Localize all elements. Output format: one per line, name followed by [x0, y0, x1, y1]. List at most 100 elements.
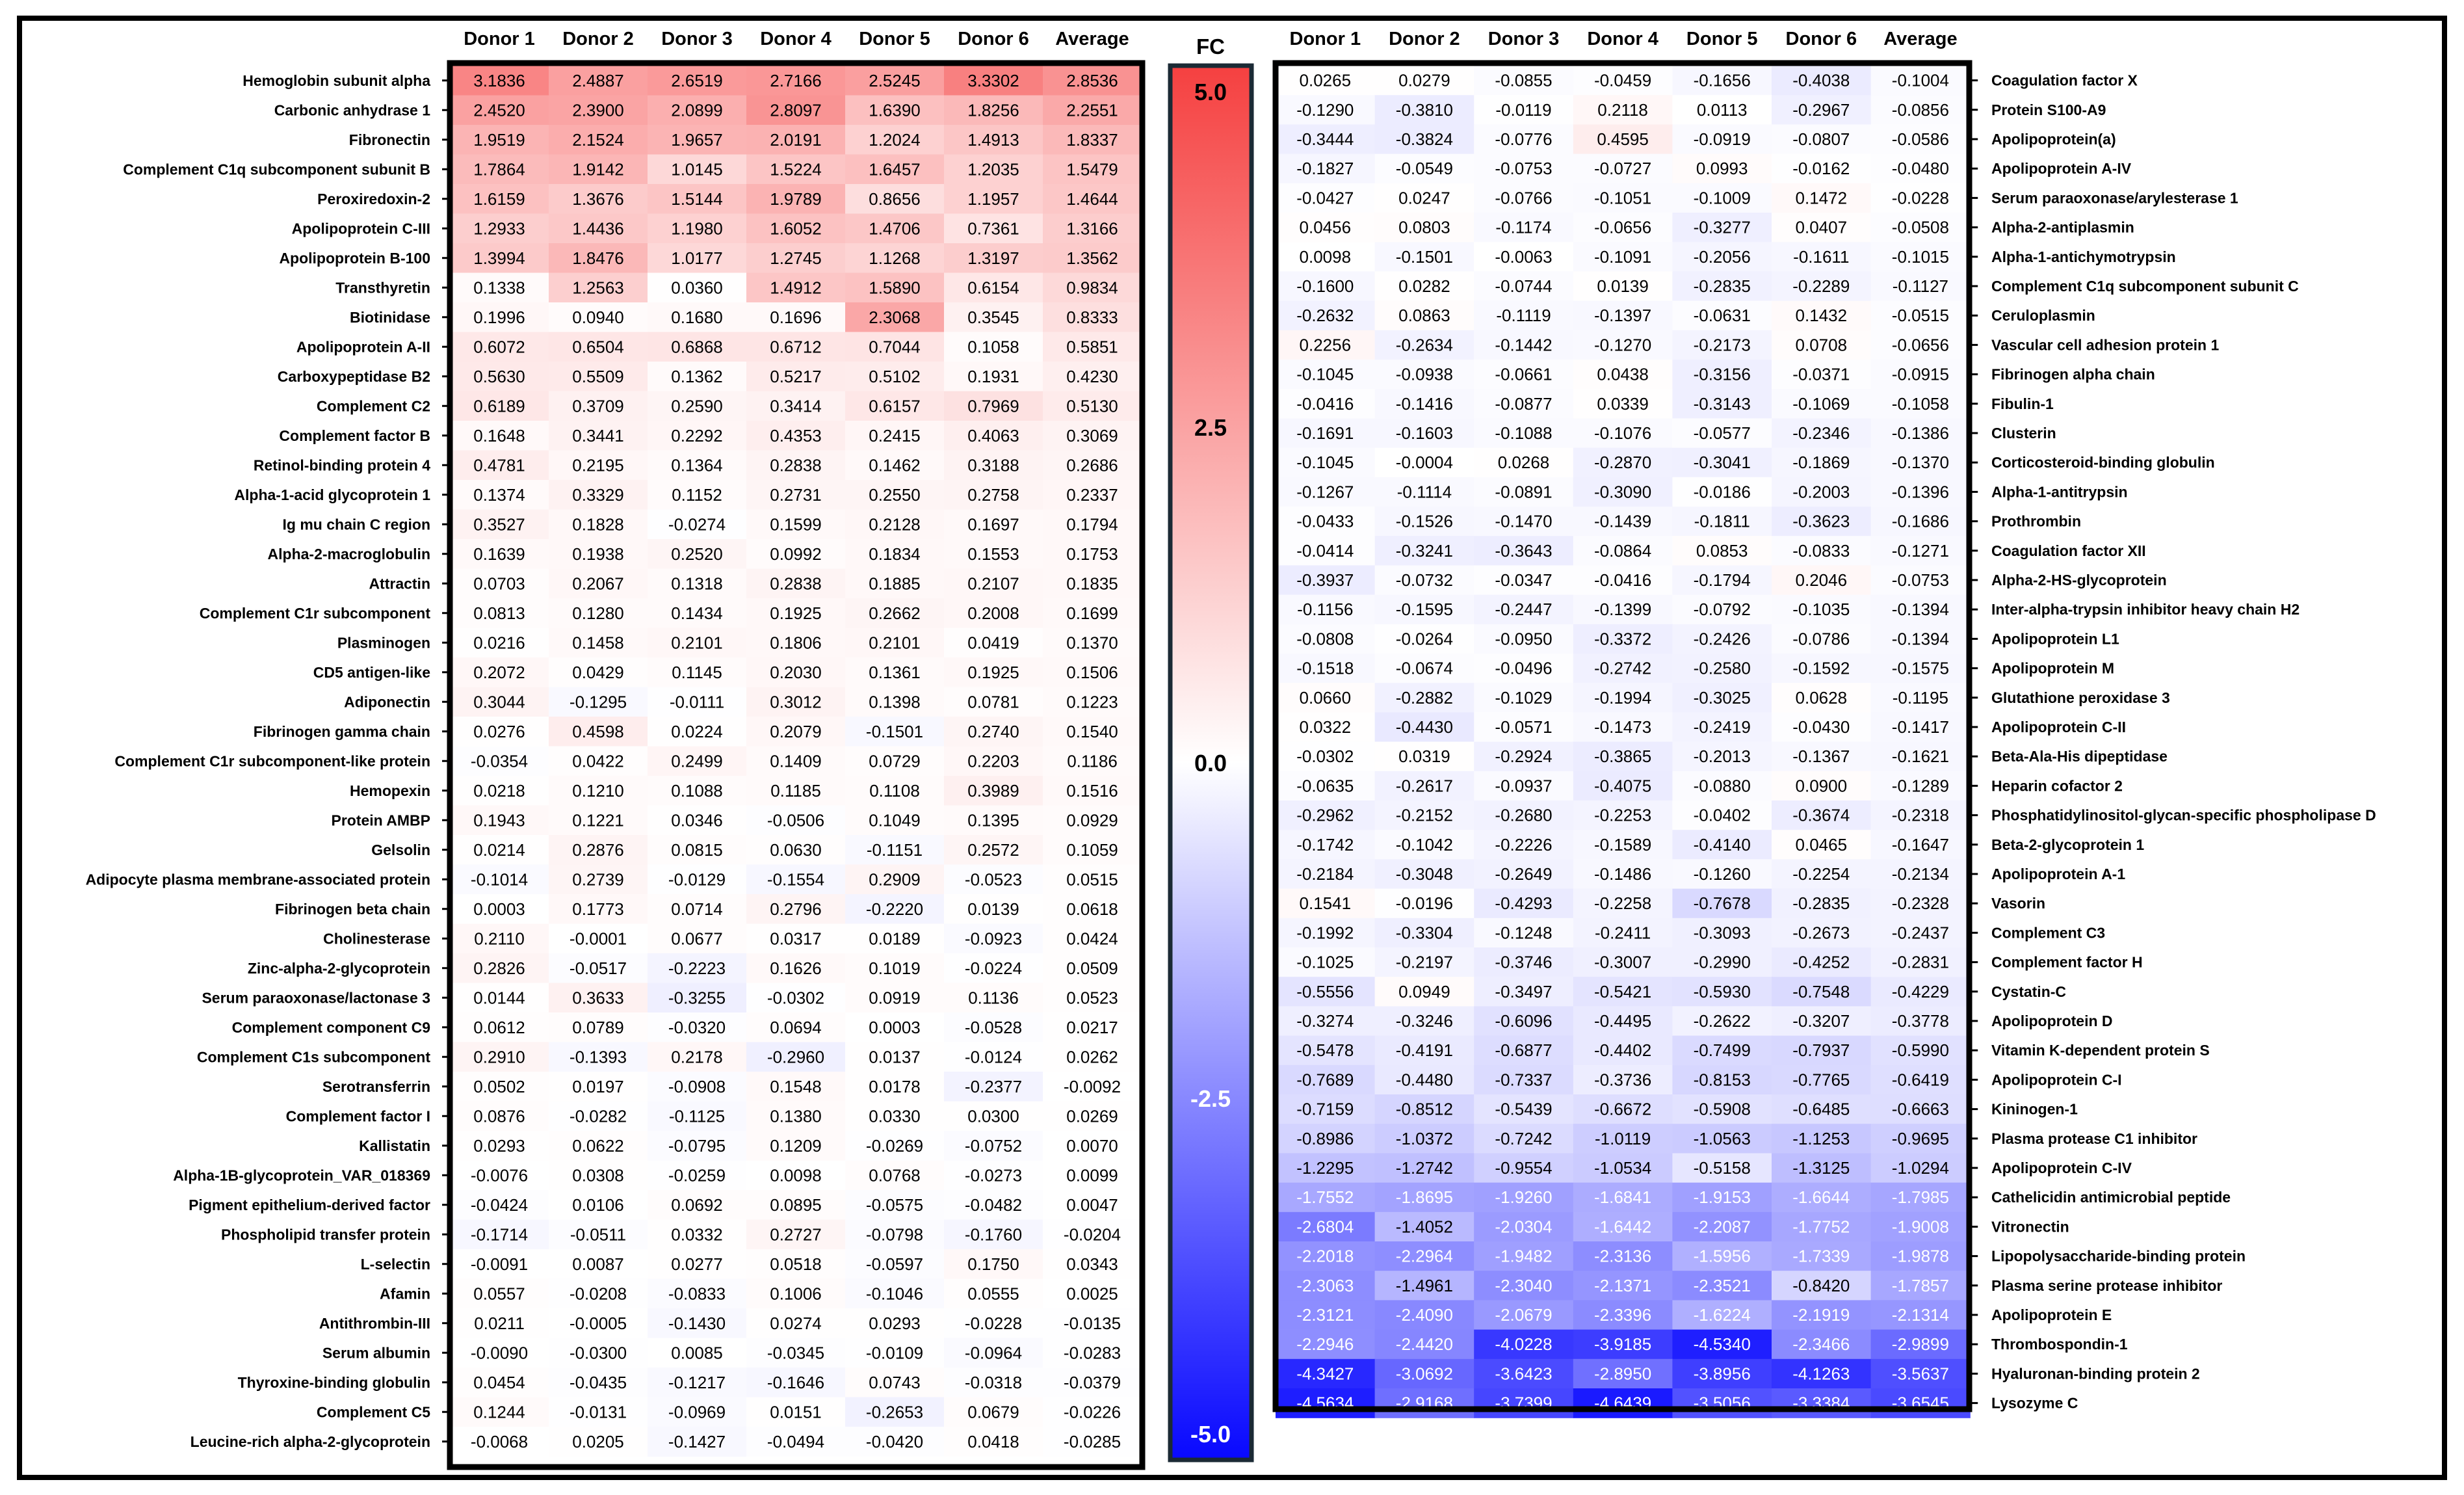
heatmap-cell	[1276, 95, 1376, 125]
cell-value: 0.0419	[967, 633, 1019, 652]
cell-value: -0.7159	[1296, 1100, 1354, 1119]
heatmap-cell	[549, 1012, 648, 1043]
cell-value: -0.0092	[1064, 1077, 1121, 1096]
heatmap-cell	[944, 154, 1043, 185]
cell-value: 0.1540	[1066, 722, 1118, 741]
heatmap-cell	[648, 66, 747, 96]
heatmap-cell	[1772, 918, 1872, 948]
cell-value: -0.3246	[1396, 1011, 1453, 1031]
heatmap-cell	[1374, 300, 1474, 331]
heatmap-cell	[944, 923, 1043, 954]
heatmap-cell	[1374, 1182, 1474, 1213]
cell-value: 0.1374	[473, 485, 525, 505]
cell-value: 0.1049	[869, 810, 921, 830]
heatmap-cell	[1870, 1182, 1971, 1213]
right-row-fibulin-1: -0.0416 -0.1416 -0.0877 0.0339 -0.3143 -0.106…	[1276, 389, 1971, 419]
cell-value: 0.0940	[572, 308, 624, 327]
cell-value: 0.0205	[572, 1432, 624, 1451]
cell-value: 0.4230	[1066, 367, 1118, 386]
cell-value: 0.0197	[572, 1077, 624, 1096]
heatmap-cell	[1772, 1124, 1872, 1154]
cell-value: 0.0815	[671, 840, 723, 860]
cell-value: -0.4191	[1396, 1040, 1453, 1060]
heatmap-cell	[746, 391, 846, 421]
heatmap-cell	[1573, 741, 1673, 772]
cell-value: 0.3709	[572, 396, 624, 416]
cell-value: 1.1980	[671, 218, 723, 238]
left-row-complement-c2: 0.6189 0.3709 0.2590 0.3414 0.6157 0.7969 0.51…	[450, 391, 1142, 421]
cell-value: -0.5990	[1892, 1040, 1949, 1060]
heatmap-cell	[549, 154, 648, 185]
heatmap-cell	[648, 568, 747, 599]
cell-value: -0.0753	[1892, 570, 1949, 590]
row-label: Serum paraoxonase/arylesterase 1	[1991, 189, 2238, 206]
heatmap-cell	[1672, 418, 1772, 449]
right-row-coagulation-factor-xii: -0.0414 -0.3241 -0.3643 -0.0864 0.0853 -0.083…	[1276, 536, 1971, 566]
row-label: Glutathione peroxidase 3	[1991, 689, 2170, 706]
right-row-ceruloplasmin: -0.2632 0.0863 -0.1119 -0.1397 -0.0631 0.1432…	[1276, 300, 1971, 331]
heatmap-cell	[450, 66, 549, 96]
cell-value: 0.0003	[473, 899, 525, 919]
heatmap-cell	[450, 450, 549, 481]
right-row-apolipoprotein-c-i: -0.7689 -0.4480 -0.7337 -0.3736 -0.8153 -0.77…	[1276, 1065, 1971, 1095]
cell-value: 2.0191	[770, 130, 822, 150]
heatmap-cell	[1474, 183, 1574, 213]
heatmap-cell	[1672, 741, 1772, 772]
cell-value: -0.1015	[1892, 247, 1949, 267]
cell-value: 0.2731	[770, 485, 822, 505]
heatmap-cell	[1870, 565, 1971, 596]
cell-value: 1.4912	[770, 278, 822, 297]
cell-value: -0.3643	[1495, 541, 1552, 561]
cell-value: 0.2203	[967, 751, 1019, 771]
cell-value: 1.0177	[671, 248, 723, 268]
heatmap-cell	[1772, 1035, 1872, 1066]
cell-value: -0.1035	[1792, 600, 1850, 619]
cell-value: 0.0900	[1796, 776, 1848, 795]
cell-value: 0.7969	[967, 396, 1019, 416]
cell-value: -2.3466	[1792, 1334, 1850, 1354]
heatmap-cell	[1374, 1035, 1474, 1066]
cell-value: 2.4520	[473, 100, 525, 120]
right-row-protein-s100-a9: -0.1290 -0.3810 -0.0119 0.2118 0.0113 -0.2967…	[1276, 95, 1971, 125]
heatmap-cell	[450, 864, 549, 895]
heatmap-cell	[1573, 1388, 1673, 1418]
cell-value: 0.2740	[967, 722, 1019, 741]
heatmap-cell	[1672, 1124, 1772, 1154]
cell-value: -0.1290	[1296, 100, 1354, 120]
heatmap-cell	[845, 539, 945, 570]
heatmap-cell	[1474, 95, 1574, 125]
cell-value: -0.2649	[1495, 864, 1552, 884]
right-row-corticosteroid-binding-globulin: -0.1045 -0.0004 0.0268 -0.2870 -0.3041 -0.186…	[1276, 447, 1971, 478]
heatmap-cell	[746, 184, 846, 215]
heatmap-cell	[1276, 565, 1376, 596]
cell-value: 0.1553	[967, 544, 1019, 564]
heatmap-cell	[746, 953, 846, 984]
cell-value: -0.1686	[1892, 512, 1949, 531]
heatmap-cell	[845, 480, 945, 510]
cell-value: -0.3444	[1296, 129, 1354, 149]
row-label: Alpha-1B-glycoprotein_VAR_018369	[173, 1167, 430, 1184]
cell-value: -0.0435	[570, 1373, 627, 1392]
cell-value: -0.0204	[1064, 1224, 1121, 1244]
heatmap-cell	[944, 480, 1043, 510]
right-header-donor-2: Donor 2	[1389, 29, 1460, 49]
heatmap-cell	[1573, 536, 1673, 566]
heatmap-cell	[1672, 683, 1772, 713]
heatmap-cell	[648, 687, 747, 717]
cell-value: -0.1417	[1892, 717, 1949, 737]
heatmap-cell	[1573, 947, 1673, 977]
heatmap-cell	[944, 1219, 1043, 1250]
cell-value: 1.8337	[1066, 130, 1118, 150]
row-label: Adipocyte plasma membrane-associated pro…	[86, 871, 430, 888]
cell-value: 0.2520	[671, 544, 723, 564]
cell-value: -0.0856	[1892, 100, 1949, 120]
heatmap-cell	[1276, 1153, 1376, 1184]
row-label: Fibronectin	[349, 131, 430, 148]
heatmap-cell	[1043, 864, 1142, 895]
row-label: Antithrombin-III	[319, 1315, 430, 1332]
heatmap-cell	[1474, 271, 1574, 302]
heatmap-cell	[1374, 447, 1474, 478]
heatmap-cell	[1772, 1182, 1872, 1213]
heatmap-cell	[450, 1249, 549, 1280]
